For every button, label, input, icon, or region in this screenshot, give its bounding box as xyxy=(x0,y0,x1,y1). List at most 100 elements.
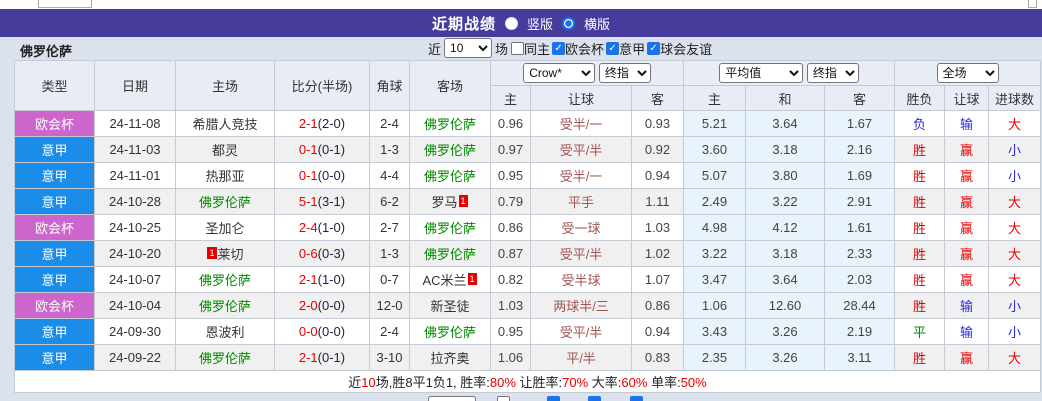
euro-stage-select[interactable]: 终指 xyxy=(806,63,859,83)
checkbox-checked-clipped[interactable] xyxy=(588,396,601,401)
bookmaker-select[interactable]: Crow* xyxy=(523,63,596,83)
league-badge[interactable]: 意甲 xyxy=(14,344,95,371)
away-team[interactable]: 佛罗伦萨 xyxy=(409,110,491,137)
away-team[interactable]: 佛罗伦萨 xyxy=(409,318,491,345)
home-team[interactable]: 热那亚 xyxy=(175,162,275,189)
vertical-layout-label[interactable]: 竖版 xyxy=(526,16,553,32)
match-row: 意甲 24-10-28 佛罗伦萨 5-1(3-1) 6-2 罗马 1 0.79 平… xyxy=(14,188,1041,215)
recent-label: 近 xyxy=(428,41,442,57)
outcome-result: 胜 xyxy=(894,344,945,371)
outcome-result: 胜 xyxy=(894,266,945,293)
league-badge[interactable]: 意甲 xyxy=(14,266,95,293)
asian-handicap-line: 受半/一 xyxy=(530,162,632,189)
away-team[interactable]: 佛罗伦萨 xyxy=(409,214,491,241)
match-date: 24-10-04 xyxy=(94,292,176,319)
home-team[interactable]: 1 莱切 xyxy=(175,240,275,267)
average-select[interactable]: 平均值 xyxy=(719,63,804,83)
asian-handicap-line: 受平/半 xyxy=(530,240,632,267)
home-team[interactable]: 佛罗伦萨 xyxy=(175,344,275,371)
col-header-corner: 角球 xyxy=(369,60,410,111)
handicap-result: 赢 xyxy=(944,266,989,293)
filter-checkbox-label[interactable]: 意甲 xyxy=(619,41,646,57)
asian-away-odds: 1.03 xyxy=(631,214,684,241)
checkbox-checked-clipped[interactable] xyxy=(630,396,643,401)
filter-checkbox-label[interactable]: 欧会杯 xyxy=(565,41,605,57)
asian-home-odds: 0.97 xyxy=(490,136,531,163)
filter-checkbox[interactable]: ✓ xyxy=(552,41,566,55)
match-score: 0-0(0-0) xyxy=(274,318,370,345)
asian-away-odds: 0.94 xyxy=(631,162,684,189)
goals-result: 大 xyxy=(988,110,1041,137)
match-score: 0-6(0-3) xyxy=(274,240,370,267)
filter-checkbox-label[interactable]: 球会友谊 xyxy=(660,41,713,57)
asian-away-odds: 1.11 xyxy=(631,188,684,215)
home-team[interactable]: 希腊人竞技 xyxy=(175,110,275,137)
filter-checkbox[interactable] xyxy=(511,41,525,55)
match-score: 2-4(1-0) xyxy=(274,214,370,241)
filter-checkbox[interactable]: ✓ xyxy=(647,41,661,55)
away-team[interactable]: AC米兰 1 xyxy=(409,266,491,293)
away-team[interactable]: 佛罗伦萨 xyxy=(409,136,491,163)
away-team[interactable]: 拉齐奥 xyxy=(409,344,491,371)
outcome-result: 胜 xyxy=(894,188,945,215)
league-badge[interactable]: 意甲 xyxy=(14,162,95,189)
away-team[interactable]: 佛罗伦萨 xyxy=(409,162,491,189)
euro-home-odds: 1.06 xyxy=(683,292,746,319)
clipped-box-fragment xyxy=(1028,0,1037,8)
home-team[interactable]: 圣加仑 xyxy=(175,214,275,241)
league-badge[interactable]: 欧会杯 xyxy=(14,214,95,241)
outcome-result: 平 xyxy=(894,318,945,345)
euro-draw-odds: 3.64 xyxy=(745,266,825,293)
goals-result: 小 xyxy=(988,162,1041,189)
checkbox-clipped[interactable] xyxy=(497,396,510,401)
league-badge[interactable]: 意甲 xyxy=(14,188,95,215)
match-date: 24-10-28 xyxy=(94,188,176,215)
league-badge[interactable]: 意甲 xyxy=(14,240,95,267)
asian-handicap-line: 受平/半 xyxy=(530,318,632,345)
asian-odds-selects: Crow* 终指 xyxy=(490,60,684,86)
recent-count-select[interactable]: 10 xyxy=(444,38,493,58)
asian-home-odds: 0.95 xyxy=(490,162,531,189)
horizontal-layout-label[interactable]: 横版 xyxy=(584,16,611,32)
euro-home-odds: 3.60 xyxy=(683,136,746,163)
clipped-content-above xyxy=(0,0,1042,9)
home-team[interactable]: 都灵 xyxy=(175,136,275,163)
summary-row: 近10场,胜8平1负1, 胜率:80% 让胜率:70% 大率:60% 单率:50… xyxy=(14,370,1041,393)
home-team[interactable]: 佛罗伦萨 xyxy=(175,266,275,293)
corner-count: 3-10 xyxy=(369,344,410,371)
euro-away-odds: 1.61 xyxy=(824,214,895,241)
asian-stage-select[interactable]: 终指 xyxy=(598,63,651,83)
sub-header-asian-line: 让球 xyxy=(530,85,632,111)
handicap-result: 赢 xyxy=(944,240,989,267)
away-team[interactable]: 罗马 1 xyxy=(409,188,491,215)
league-filter-checkboxes: 同主 ✓ 欧会杯 ✓ 意甲 ✓ 球会友谊 xyxy=(511,39,714,58)
sub-header-asian-home: 主 xyxy=(490,85,531,111)
horizontal-layout-radio[interactable] xyxy=(562,16,575,30)
recent-count-select-clipped[interactable] xyxy=(428,396,476,401)
match-date: 24-11-01 xyxy=(94,162,176,189)
full-match-select[interactable]: 全场 xyxy=(936,63,999,83)
match-row: 欧会杯 24-10-25 圣加仑 2-4(1-0) 2-7 佛罗伦萨 0.86 … xyxy=(14,214,1041,241)
home-team[interactable]: 佛罗伦萨 xyxy=(175,188,275,215)
asian-home-odds: 0.87 xyxy=(490,240,531,267)
asian-home-odds: 0.95 xyxy=(490,318,531,345)
checkbox-checked-clipped[interactable] xyxy=(547,396,560,401)
corner-count: 2-7 xyxy=(369,214,410,241)
filter-checkbox-label[interactable]: 同主 xyxy=(524,41,551,57)
league-badge[interactable]: 欧会杯 xyxy=(14,110,95,137)
filter-checkbox[interactable]: ✓ xyxy=(606,41,620,55)
summary-segment: 60% xyxy=(621,375,648,390)
away-team[interactable]: 佛罗伦萨 xyxy=(409,240,491,267)
away-team[interactable]: 新圣徒 xyxy=(409,292,491,319)
match-row: 欧会杯 24-11-08 希腊人竞技 2-1(2-0) 2-4 佛罗伦萨 0.9… xyxy=(14,110,1041,137)
league-badge[interactable]: 意甲 xyxy=(14,136,95,163)
asian-home-odds: 0.79 xyxy=(490,188,531,215)
section-title-bar: 近期战绩 竖版 横版 xyxy=(0,9,1042,37)
league-badge[interactable]: 欧会杯 xyxy=(14,292,95,319)
vertical-layout-radio[interactable] xyxy=(504,16,518,30)
euro-draw-odds: 4.12 xyxy=(745,214,825,241)
league-badge[interactable]: 意甲 xyxy=(14,318,95,345)
home-team[interactable]: 佛罗伦萨 xyxy=(175,292,275,319)
goals-result: 小 xyxy=(988,292,1041,319)
home-team[interactable]: 恩波利 xyxy=(175,318,275,345)
